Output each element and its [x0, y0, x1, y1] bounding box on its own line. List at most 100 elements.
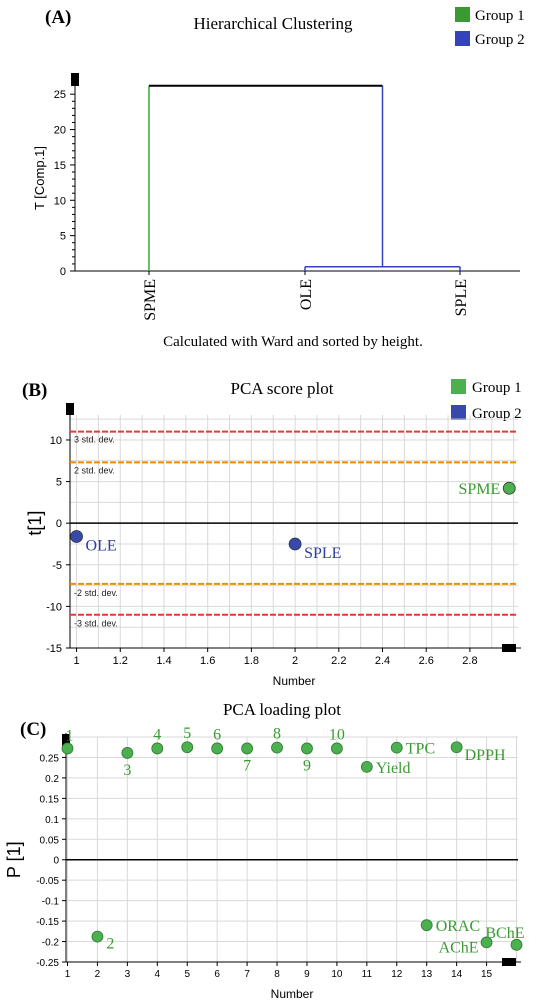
loading-point-orac [420, 919, 433, 932]
loading-point-3 [121, 747, 134, 759]
loading-label-ache: AChE [439, 939, 479, 956]
y-tick-label-c: 0.25 [40, 753, 60, 764]
panel-c: (C) PCA loading plot -0.25 -0.2 -0.15 -0.1 -0.… [4, 700, 525, 1001]
y-tick-label-c: 0.15 [40, 794, 60, 805]
chart-title-a: Hierarchical Clustering [193, 14, 353, 33]
loading-point-5 [181, 741, 194, 754]
loading-label-5: 5 [183, 725, 191, 742]
x-tick-label-c: 2 [95, 969, 101, 980]
panel-label-a: (A) [45, 7, 71, 28]
y-tick-label-b: -10 [46, 601, 62, 613]
x-tick-label-c: 5 [184, 969, 190, 980]
loading-point-tpc [390, 741, 403, 754]
y-tick-label-c: 0.1 [45, 815, 59, 826]
y-tick-label-a: 15 [54, 160, 66, 172]
x-tick-label-c: 3 [125, 969, 131, 980]
x-tick-label-c: 10 [331, 969, 343, 980]
x-tick-label-b: 2.6 [419, 655, 434, 667]
std-dev-label: 3 std. dev. [74, 435, 115, 445]
x-tick-label-c: 15 [481, 969, 493, 980]
x-tick-label-c: 14 [451, 969, 463, 980]
legend-label-a-1: Group 1 [475, 8, 525, 24]
score-label-ole: OLE [86, 537, 117, 554]
loading-point-10 [331, 742, 343, 755]
loading-label-bche: BChE [485, 925, 524, 942]
loading-label-4: 4 [153, 726, 161, 743]
legend-swatch-b-2 [451, 405, 466, 420]
loading-label-1: 1 [65, 727, 73, 744]
x-tick-label-c: 12 [391, 969, 403, 980]
y-tick-label-c: 0.2 [45, 774, 59, 785]
y-tick-label-a: 25 [54, 89, 66, 101]
y-axis-label-a: T [Comp.1] [32, 146, 47, 210]
loading-label-3: 3 [123, 762, 131, 779]
loading-point-yield [360, 760, 373, 773]
y-tick-label-b: -15 [46, 643, 62, 655]
loading-label-10: 10 [329, 726, 345, 743]
x-tick-label-c: 7 [244, 969, 250, 980]
panel-a: (A) Hierarchical Clustering Group 1 Group 2… [32, 7, 525, 350]
chart-title-c: PCA loading plot [223, 700, 341, 719]
score-label-sple: SPLE [304, 545, 341, 562]
legend-label-b-1: Group 1 [472, 380, 522, 396]
y-tick-label-a: 20 [54, 125, 66, 137]
x-tick-label-c: 4 [155, 969, 161, 980]
score-point-sple [288, 537, 302, 551]
std-dev-label: -2 std. dev. [74, 588, 118, 598]
y-tick-label-c: 0 [53, 856, 59, 867]
y-tick-label-a: 0 [60, 266, 66, 278]
x-tick-label-c: 1 [65, 969, 71, 980]
x-tick-label-b: 1 [73, 655, 79, 667]
y-tick-label-c: -0.2 [42, 938, 60, 949]
axis-end-marker-a [71, 73, 79, 86]
score-label-spme: SPME [458, 481, 500, 498]
score-point-spme [502, 481, 516, 495]
loading-point-4 [151, 742, 164, 755]
y-tick-label-b: -5 [52, 560, 62, 572]
std-dev-label: 2 std. dev. [74, 465, 115, 475]
x-axis-label-c: Number [271, 987, 314, 1001]
chart-title-b: PCA score plot [231, 379, 334, 398]
x-tick-label-b: 2.8 [462, 655, 477, 667]
x-tick-label-b: 1.4 [156, 655, 171, 667]
std-dev-label: -3 std. dev. [74, 619, 118, 629]
loading-point-8 [271, 741, 283, 754]
y-tick-label-c: -0.25 [36, 958, 59, 969]
loading-label-8: 8 [273, 726, 281, 743]
axis-end-marker-c [62, 734, 70, 747]
x-tick-label-b: 1.8 [244, 655, 259, 667]
leaf-label-spme: SPME [142, 279, 159, 321]
loading-label-9: 9 [303, 757, 311, 774]
loading-label-yield: Yield [376, 760, 411, 777]
y-tick-label-b: 10 [50, 435, 62, 447]
y-tick-label-a: 5 [60, 231, 66, 243]
legend-swatch-b-1 [451, 379, 466, 394]
score-point-ole [70, 530, 83, 543]
loading-label-dpph: DPPH [465, 747, 506, 764]
loading-point-1 [61, 742, 74, 755]
y-tick-label-c: 0.05 [40, 835, 60, 846]
footer-note-a: Calculated with Ward and sorted by heigh… [163, 334, 423, 350]
y-tick-label-b: 5 [56, 477, 62, 489]
y-tick-label-c: -0.15 [36, 917, 59, 928]
loading-point-2 [91, 930, 104, 943]
x-tick-label-b: 2.4 [375, 655, 390, 667]
loading-point-7 [241, 742, 253, 755]
loading-point-9 [301, 742, 313, 755]
loading-label-orac: ORAC [436, 918, 480, 935]
loading-point-bche [510, 938, 523, 951]
y-tick-label-c: -0.1 [42, 897, 60, 908]
legend-swatch-a-2 [455, 31, 470, 46]
legend-label-a-2: Group 2 [475, 32, 525, 48]
y-tick-label-a: 10 [54, 195, 66, 207]
leaf-label-ole: OLE [298, 279, 315, 310]
y-tick-label-c: -0.05 [36, 876, 59, 887]
y-tick-label-b: 0 [56, 518, 62, 530]
panel-label-b: (B) [22, 380, 47, 401]
loading-label-7: 7 [243, 757, 251, 774]
y-axis-label-c: P [1] [4, 841, 24, 878]
y-axis-label-b: t[1] [25, 511, 45, 536]
x-tick-label-c: 11 [362, 969, 373, 980]
axis-end-marker-c-x [502, 958, 516, 966]
